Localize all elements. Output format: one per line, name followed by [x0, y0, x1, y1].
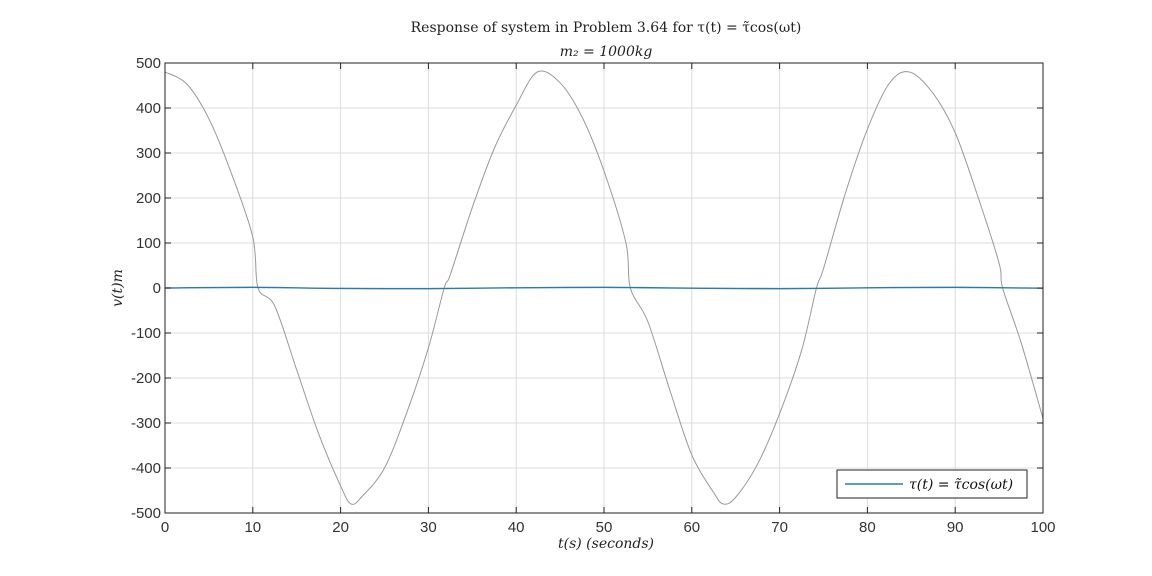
- x-tick-label: 80: [859, 519, 876, 536]
- axis-ticks: 0 10 20 30 40 50 60 70 80 90 100 500 400 300 200 100 0 -1…: [131, 55, 1056, 536]
- plot-series: [164, 70, 1044, 505]
- y-axis-label: v(t)m: [110, 269, 126, 307]
- legend-entry: τ(t) = τ̃cos(ωt): [909, 477, 1013, 493]
- y-tick-label: -400: [131, 460, 161, 477]
- series-line-response: [164, 70, 1044, 505]
- y-tick-label: -100: [131, 325, 161, 342]
- y-tick-label: 200: [136, 190, 161, 207]
- x-axis-label: t(s) (seconds): [558, 536, 654, 552]
- x-tick-label: 0: [161, 519, 169, 536]
- y-tick-label: -200: [131, 370, 161, 387]
- y-tick-label: 500: [136, 55, 161, 72]
- y-tick-label: 400: [136, 100, 161, 117]
- legend: τ(t) = τ̃cos(ωt): [836, 469, 1028, 499]
- x-tick-label: 20: [332, 519, 349, 536]
- chart-subtitle: m₂ = 1000kg: [560, 44, 653, 60]
- y-tick-label: 0: [153, 280, 161, 297]
- x-tick-label: 90: [947, 519, 964, 536]
- x-tick-label: 40: [508, 519, 525, 536]
- x-tick-label: 60: [683, 519, 700, 536]
- x-tick-label: 100: [1030, 519, 1055, 536]
- y-tick-label: -300: [131, 415, 161, 432]
- y-tick-label: 100: [136, 235, 161, 252]
- x-tick-label: 50: [596, 519, 613, 536]
- y-tick-label: -500: [131, 505, 161, 522]
- x-tick-label: 10: [244, 519, 261, 536]
- series-line-torque: [164, 286, 1044, 290]
- x-tick-label: 70: [771, 519, 788, 536]
- chart-title: Response of system in Problem 3.64 for τ…: [411, 20, 802, 36]
- x-tick-label: 30: [420, 519, 437, 536]
- y-tick-label: 300: [136, 145, 161, 162]
